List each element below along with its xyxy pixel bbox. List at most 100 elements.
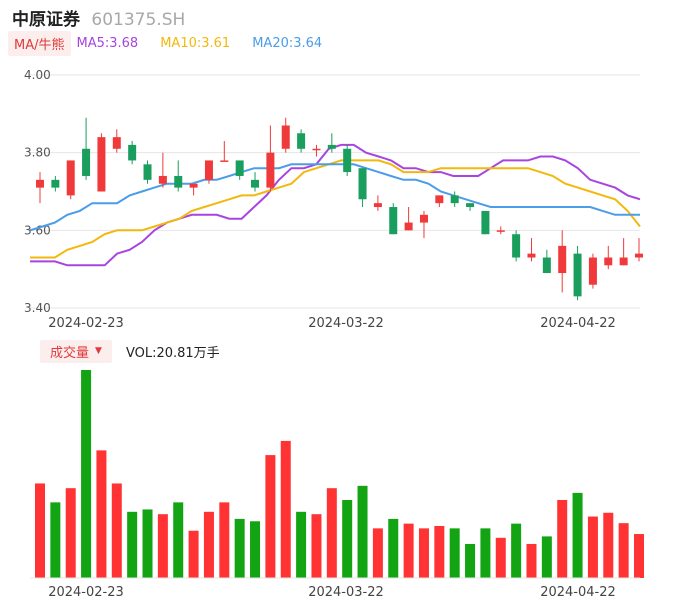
volume-bar (388, 518, 399, 578)
candle-body (542, 257, 551, 274)
candle-body (619, 257, 628, 266)
ma5-legend: MA5:3.68 (76, 35, 139, 51)
volume-bar (572, 492, 583, 578)
volume-bar (96, 450, 107, 578)
volume-date-label: 2024-03-22 (308, 585, 384, 600)
candle-body (373, 203, 382, 208)
price-date-label: 2024-03-22 (308, 316, 384, 331)
volume-bar (188, 530, 199, 578)
candle-body (389, 207, 398, 235)
volume-date-label: 2024-02-23 (48, 585, 124, 600)
volume-bar (219, 502, 230, 578)
candle-body (36, 179, 44, 188)
candle-body (51, 179, 60, 188)
volume-bar (50, 502, 61, 578)
volume-bar (111, 483, 122, 578)
volume-bar (142, 509, 153, 578)
volume-bar (173, 502, 184, 578)
volume-value: VOL:20.81万手 (125, 345, 220, 361)
price-date-label: 2024-04-22 (540, 316, 616, 331)
ma10-legend: MA10:3.61 (160, 35, 231, 51)
volume-bar (296, 511, 307, 578)
volume-bar (403, 523, 414, 578)
volume-bar (618, 523, 629, 578)
candle-body (327, 144, 336, 149)
candle-body (143, 164, 152, 180)
candle-body (174, 175, 183, 188)
volume-bar (511, 523, 522, 578)
volume-bar (280, 440, 291, 578)
candle-body (220, 160, 229, 162)
volume-bar (35, 483, 45, 578)
volume-bar (203, 511, 214, 578)
candle-body (235, 160, 244, 176)
ma20-line (29, 163, 640, 232)
stock-title: 中原证券 601375.SH (12, 5, 185, 30)
price-tick-label: 3.40 (24, 301, 51, 315)
volume-bar (326, 488, 337, 578)
candle-body (189, 183, 198, 188)
candle-body (419, 214, 428, 223)
volume-bar (495, 537, 506, 578)
candle-body (481, 210, 490, 235)
price-tick-label: 3.80 (24, 146, 51, 160)
candle-body (635, 253, 643, 258)
volume-bar (634, 534, 644, 578)
volume-bar (465, 543, 476, 578)
candle-body (496, 230, 505, 232)
price-tick-label: 4.00 (24, 68, 51, 82)
volume-legend: 成交量 ▼ VOL:20.81万手 (40, 339, 220, 363)
volume-bar (157, 514, 168, 578)
stock-code: 601375.SH (91, 10, 186, 30)
candle-body (558, 245, 567, 274)
volume-bar (127, 511, 138, 578)
volume-bar (65, 488, 76, 578)
volume-bar (603, 512, 614, 578)
candle-body (97, 137, 106, 192)
volume-bar (480, 528, 491, 578)
candle-body (281, 125, 290, 149)
candle-body (450, 195, 459, 204)
candle-body (82, 148, 91, 176)
volume-bar (234, 518, 245, 578)
candle-body (435, 195, 444, 204)
candle-body (343, 148, 352, 173)
volume-bar (342, 500, 353, 578)
ma20-legend: MA20:3.64 (252, 35, 323, 51)
volume-bar (541, 536, 552, 578)
volume-bar (372, 528, 383, 578)
volume-bar (357, 485, 368, 578)
volume-tag-label: 成交量 (50, 345, 90, 361)
candle-body (573, 253, 582, 297)
candle-body (588, 257, 597, 285)
candle-body (66, 160, 75, 196)
volume-bar (81, 370, 92, 578)
volume-bar (587, 516, 598, 578)
candle-body (297, 133, 306, 149)
volume-bar (449, 528, 460, 578)
price-date-label: 2024-02-23 (48, 316, 124, 331)
ma-indicator-selector[interactable]: MA/牛熊 (8, 30, 71, 56)
ma-legend: MA/牛熊 MA5:3.68 MA10:3.61 MA20:3.64 (8, 30, 344, 56)
candle-body (466, 203, 475, 208)
volume-bar (311, 514, 322, 578)
candle-body (604, 257, 613, 266)
candle-body (512, 234, 521, 258)
candle-body (358, 168, 367, 200)
candle-body (527, 253, 536, 258)
volume-indicator-selector[interactable]: 成交量 ▼ (40, 339, 112, 363)
volume-bar (250, 521, 261, 578)
stock-name: 中原证券 (12, 10, 80, 30)
candle-body (112, 137, 121, 149)
candle-body (128, 144, 137, 161)
candle-body (158, 175, 167, 184)
dropdown-arrow-icon: ▼ (95, 346, 102, 356)
candle-body (404, 222, 413, 231)
candle-body (312, 148, 321, 151)
volume-bar (557, 500, 568, 578)
volume-bar (418, 528, 429, 578)
volume-bar (434, 526, 445, 578)
volume-bar (265, 455, 276, 578)
candle-body (251, 179, 260, 188)
